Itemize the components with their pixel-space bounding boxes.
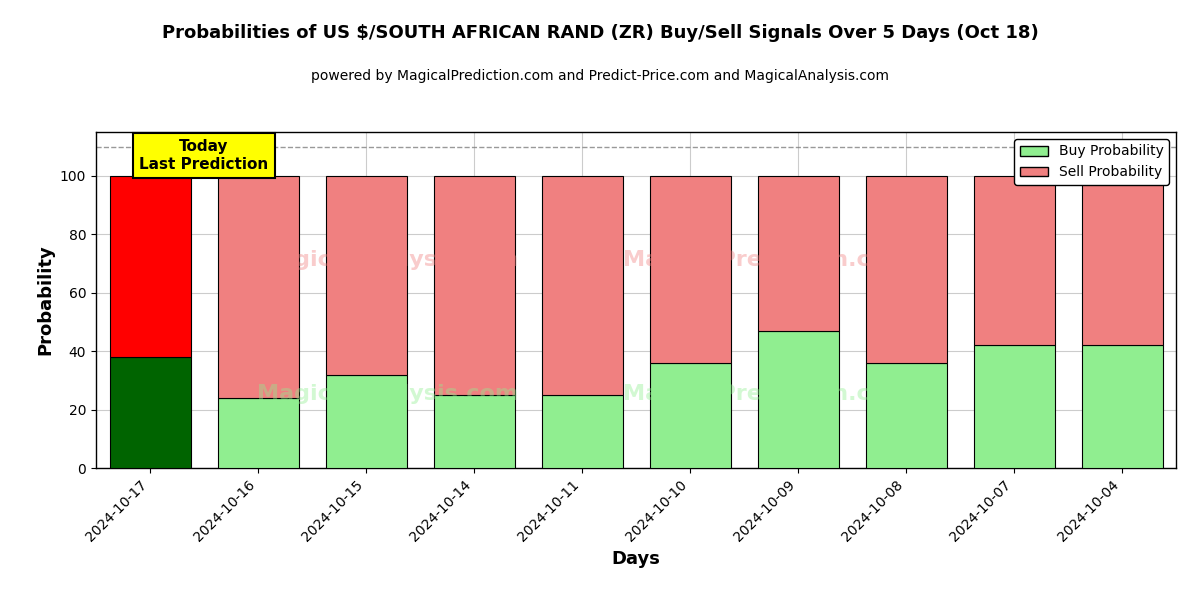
Text: powered by MagicalPrediction.com and Predict-Price.com and MagicalAnalysis.com: powered by MagicalPrediction.com and Pre… [311,69,889,83]
Bar [865,176,947,363]
Bar [1081,176,1163,345]
Bar [649,176,731,363]
Bar [973,176,1055,345]
Bar [325,374,407,468]
Bar [217,398,299,468]
Bar [541,176,623,395]
Bar [865,363,947,468]
Text: MagicalAnalysis.com: MagicalAnalysis.com [257,384,518,404]
Text: Today
Last Prediction: Today Last Prediction [139,139,269,172]
Text: MagicalPrediction.com: MagicalPrediction.com [623,384,908,404]
Bar [1081,345,1163,468]
Bar [757,176,839,331]
Text: MagicalPrediction.com: MagicalPrediction.com [623,250,908,269]
Bar [757,331,839,468]
Bar [109,176,191,357]
Bar [325,176,407,374]
Bar [541,395,623,468]
Y-axis label: Probability: Probability [36,245,54,355]
Bar [217,176,299,398]
Bar [109,357,191,468]
X-axis label: Days: Days [612,550,660,568]
Text: Probabilities of US $/SOUTH AFRICAN RAND (ZR) Buy/Sell Signals Over 5 Days (Oct : Probabilities of US $/SOUTH AFRICAN RAND… [162,24,1038,42]
Bar [649,363,731,468]
Legend: Buy Probability, Sell Probability: Buy Probability, Sell Probability [1014,139,1169,185]
Bar [433,176,515,395]
Bar [433,395,515,468]
Text: MagicalAnalysis.com: MagicalAnalysis.com [257,250,518,269]
Bar [973,345,1055,468]
